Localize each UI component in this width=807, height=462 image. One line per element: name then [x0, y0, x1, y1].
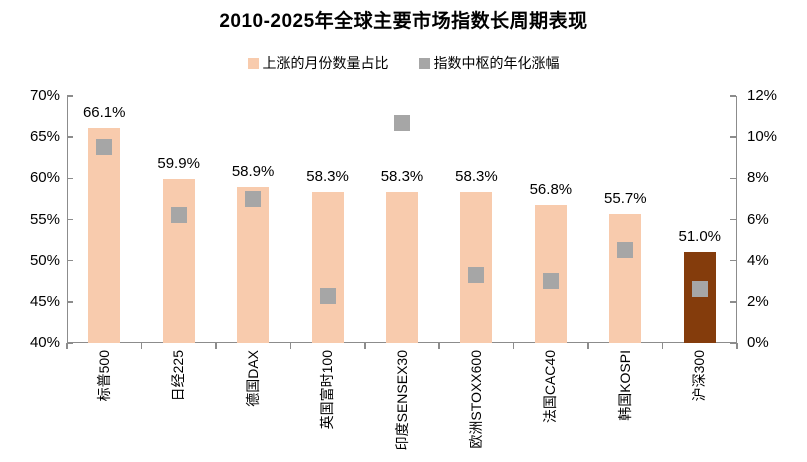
right-axis-tick-label: 6%	[747, 210, 769, 228]
right-axis-tick-label: 8%	[747, 169, 769, 187]
right-axis-tick	[730, 342, 736, 344]
chart-legend: 上涨的月份数量占比 指数中枢的年化涨幅	[0, 53, 807, 73]
x-axis-tick	[289, 343, 292, 349]
left-axis-tick	[67, 301, 73, 303]
legend-item-bar-series: 上涨的月份数量占比	[247, 53, 389, 73]
right-axis-tick	[730, 136, 736, 138]
left-axis-tick-label: 70%	[29, 87, 60, 104]
category-label: 韩国KOSPI	[616, 350, 633, 421]
bar-value-label: 66.1%	[82, 104, 126, 122]
left-axis-tick-label: 45%	[29, 292, 60, 310]
bar	[683, 252, 716, 343]
category-label: 日经225	[170, 350, 187, 402]
category-label: 法国CAC40	[542, 350, 559, 424]
bar-value-label: 55.7%	[604, 189, 647, 207]
x-axis-tick	[736, 343, 738, 349]
category-label: 印度SENSEX30	[393, 350, 410, 451]
annualized-return-marker	[617, 242, 634, 259]
chart-title: 2010-2025年全球主要市场指数长周期表现	[219, 11, 588, 32]
left-axis-tick	[67, 95, 73, 97]
bar	[386, 192, 418, 343]
x-axis-tick	[215, 343, 217, 349]
x-axis-tick	[364, 343, 366, 349]
right-axis-tick-label: 0%	[747, 334, 769, 351]
annualized-return-marker	[319, 287, 336, 304]
bar	[237, 187, 270, 343]
x-axis-tick	[587, 343, 589, 349]
left-axis-tick-label: 55%	[29, 210, 60, 228]
right-axis-tick-label: 12%	[747, 87, 778, 104]
marker-series-swatch-icon	[418, 57, 430, 69]
bar-value-label: 51.0%	[678, 228, 722, 246]
legend-label-marker-series: 指数中枢的年化涨幅	[433, 55, 560, 71]
left-axis-tick-label: 50%	[29, 251, 60, 269]
left-axis-tick-label: 60%	[29, 169, 60, 187]
bar-value-label: 58.3%	[306, 168, 349, 186]
annualized-return-marker	[245, 190, 262, 207]
category-label: 欧洲STOXX600	[467, 350, 484, 449]
bar	[311, 192, 344, 343]
category-label: 沪深300	[691, 350, 708, 402]
left-axis-tick-label: 65%	[29, 128, 60, 146]
right-axis-tick-label: 2%	[747, 292, 769, 310]
bar-value-label: 58.3%	[380, 168, 424, 186]
right-axis-tick	[730, 301, 736, 303]
x-axis-tick	[140, 343, 143, 349]
annualized-return-marker	[691, 281, 708, 298]
right-axis-tick	[730, 218, 736, 221]
right-axis-tick-label: 4%	[747, 251, 769, 269]
x-axis-tick	[66, 343, 68, 349]
left-axis-tick	[67, 259, 73, 262]
left-axis-tick	[67, 218, 73, 221]
category-label: 标普500	[95, 350, 112, 402]
bar	[88, 128, 121, 343]
bar-value-label: 59.9%	[157, 155, 200, 173]
right-axis-tick	[730, 95, 736, 97]
annualized-return-marker	[96, 139, 113, 156]
category-label: 英国富时100	[319, 350, 336, 430]
right-axis-tick	[730, 177, 736, 180]
x-axis-tick	[438, 343, 440, 349]
bar-value-label: 56.8%	[529, 180, 573, 198]
left-axis-tick	[67, 342, 73, 344]
annualized-return-marker	[542, 273, 559, 290]
legend-item-marker-series: 指数中枢的年化涨幅	[418, 53, 560, 73]
right-axis-tick	[730, 259, 736, 262]
bar-value-label: 58.3%	[455, 168, 498, 186]
legend-label-bar-series: 上涨的月份数量占比	[262, 55, 389, 71]
left-axis-tick	[67, 177, 73, 180]
annualized-return-marker	[468, 267, 485, 284]
bar	[609, 213, 642, 343]
bar-value-label: 58.9%	[231, 163, 275, 181]
bar	[162, 179, 195, 343]
x-axis-tick	[661, 343, 664, 349]
left-axis-tick-label: 40%	[29, 334, 60, 351]
x-axis-tick	[512, 343, 515, 349]
category-label: 德国DAX	[244, 350, 261, 407]
left-axis-tick	[67, 136, 73, 138]
bar-series-swatch-icon	[247, 57, 259, 69]
annualized-return-marker	[394, 114, 410, 131]
right-axis-tick-label: 10%	[747, 128, 778, 146]
annualized-return-marker	[170, 207, 187, 224]
